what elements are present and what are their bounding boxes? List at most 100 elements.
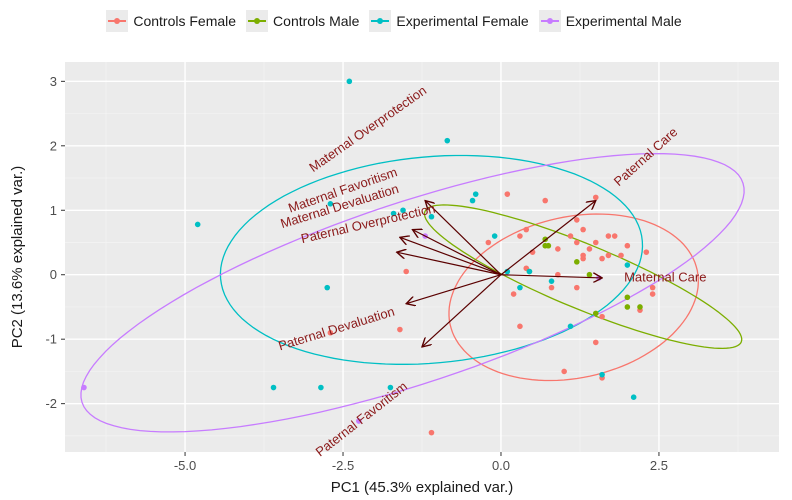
y-tick-label: -1 xyxy=(45,332,57,347)
point-experimental-female xyxy=(346,78,353,85)
point-controls-female xyxy=(548,284,555,291)
point-controls-female xyxy=(592,194,599,201)
point-controls-female xyxy=(517,233,523,239)
point-controls-female xyxy=(599,313,605,320)
point-controls-male xyxy=(637,304,643,310)
point-controls-female xyxy=(592,339,599,346)
point-controls-female xyxy=(605,252,612,259)
point-experimental-female xyxy=(318,384,324,391)
point-controls-male xyxy=(592,310,599,317)
x-tick-label: 0.0 xyxy=(492,458,510,473)
vector-arrow xyxy=(500,201,596,276)
point-experimental-male xyxy=(81,384,87,391)
y-axis-ticks: -2 -1 0 1 2 3 xyxy=(45,74,65,411)
point-controls-female xyxy=(428,429,435,436)
minor-gridlines xyxy=(65,62,779,452)
legend-item: Experimental Male xyxy=(538,10,682,32)
legend-item: Controls Male xyxy=(246,10,359,32)
point-controls-female xyxy=(397,326,403,333)
point-controls-female xyxy=(574,239,580,246)
point-experimental-female xyxy=(548,278,555,284)
point-experimental-female xyxy=(504,268,511,275)
point-experimental-female xyxy=(517,284,523,291)
legend-item: Controls Female xyxy=(106,10,236,32)
point-controls-female xyxy=(567,233,574,239)
point-controls-female xyxy=(485,239,492,246)
ellipse-controls-female xyxy=(448,213,699,382)
legend-label: Experimental Male xyxy=(565,13,682,29)
point-controls-female xyxy=(649,284,656,291)
legend-label: Experimental Female xyxy=(396,13,529,29)
vector-arrow xyxy=(400,237,502,276)
vector-arrow xyxy=(425,201,502,276)
loading-vectors xyxy=(397,201,602,347)
point-controls-female xyxy=(517,323,523,330)
point-controls-female xyxy=(523,226,530,233)
legend: Controls Female Controls Male Experimental… xyxy=(0,6,792,36)
point-experimental-female xyxy=(428,213,435,220)
point-controls-female xyxy=(611,233,618,239)
point-controls-female xyxy=(624,242,631,249)
point-controls-female xyxy=(327,329,334,336)
point-experimental-female xyxy=(624,262,631,268)
y-tick-label: 0 xyxy=(50,267,57,282)
legend-dot xyxy=(377,18,384,24)
point-experimental-female xyxy=(194,221,201,228)
point-experimental-female xyxy=(491,233,498,239)
legend-item: Experimental Female xyxy=(369,10,529,32)
point-controls-female xyxy=(605,233,612,239)
legend-dot xyxy=(114,18,121,24)
point-controls-female xyxy=(510,291,517,297)
point-controls-female xyxy=(586,246,593,252)
point-controls-female xyxy=(580,252,586,259)
point-experimental-female xyxy=(390,210,397,217)
point-experimental-female xyxy=(526,268,533,275)
point-experimental-female xyxy=(630,394,637,401)
point-experimental-female xyxy=(270,384,277,391)
data-points xyxy=(81,78,656,436)
x-axis-ticks: -5.0 -2.5 0.0 2.5 xyxy=(174,452,668,473)
y-tick-label: 2 xyxy=(50,138,57,153)
point-experimental-female xyxy=(444,137,451,144)
major-gridlines xyxy=(65,62,779,452)
point-controls-female xyxy=(599,255,605,262)
x-tick-label: -2.5 xyxy=(332,458,354,473)
vector-label: Maternal Care xyxy=(624,269,706,284)
point-controls-male xyxy=(545,242,552,249)
legend-dot xyxy=(546,18,553,24)
point-controls-female xyxy=(574,217,580,223)
point-controls-female xyxy=(542,197,549,204)
point-controls-male xyxy=(624,304,631,310)
point-controls-female xyxy=(555,246,561,252)
point-controls-female xyxy=(561,368,567,375)
vector-arrow xyxy=(500,275,602,278)
point-controls-female xyxy=(649,291,656,297)
legend-label: Controls Male xyxy=(273,13,360,29)
vector-arrow xyxy=(413,230,502,276)
legend-key xyxy=(369,10,392,32)
y-tick-label: -2 xyxy=(45,396,57,411)
legend-dot xyxy=(254,18,261,24)
legend-key xyxy=(106,10,129,32)
point-experimental-female xyxy=(324,284,331,291)
point-controls-female xyxy=(504,191,511,197)
x-tick-label: 2.5 xyxy=(650,458,668,473)
y-tick-label: 3 xyxy=(50,74,57,89)
point-controls-female xyxy=(580,226,586,233)
vector-arrow xyxy=(406,274,502,304)
point-experimental-male xyxy=(356,418,362,424)
x-axis-title: PC1 (45.3% explained var.) xyxy=(331,479,514,496)
ellipse-experimental-male xyxy=(80,152,745,433)
point-controls-female xyxy=(574,284,580,291)
point-controls-male xyxy=(586,271,593,278)
point-controls-male xyxy=(624,294,631,301)
x-tick-label: -5.0 xyxy=(174,458,196,473)
confidence-ellipses xyxy=(80,152,745,433)
point-experimental-female xyxy=(567,323,574,330)
point-controls-female xyxy=(618,252,624,259)
point-experimental-female xyxy=(472,191,479,197)
point-experimental-female xyxy=(327,201,334,207)
point-controls-female xyxy=(592,239,599,246)
point-controls-male xyxy=(574,259,580,265)
y-axis-title: PC2 (13.6% explained var.) xyxy=(9,166,26,349)
